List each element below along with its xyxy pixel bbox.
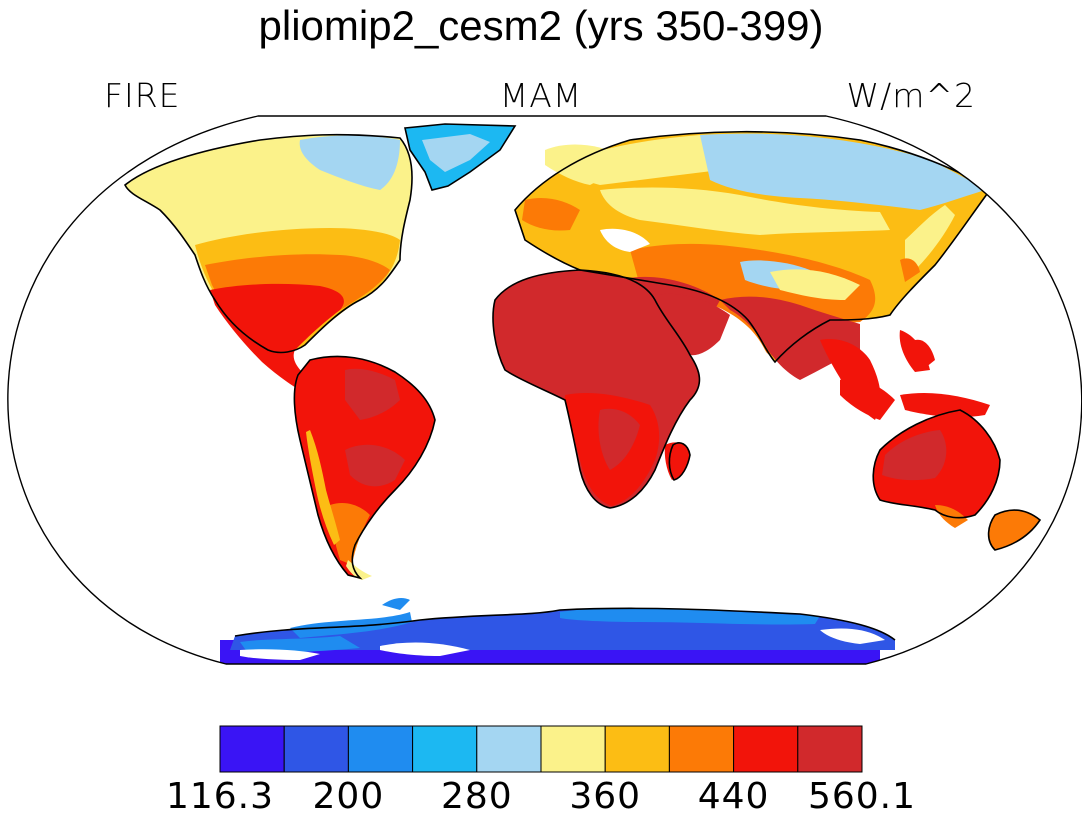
season-label: MAM (499, 76, 583, 115)
north-america (125, 134, 412, 402)
coastlines (123, 123, 1042, 641)
colorbar (219, 725, 863, 773)
colorbar-swatch (219, 725, 285, 773)
colorbar-tick-label: 440 (697, 776, 770, 817)
colorbar-swatch (476, 725, 542, 773)
map-border (7, 115, 1082, 665)
africa (493, 270, 730, 508)
colorbar-tick-label: 360 (569, 776, 642, 817)
variable-label: FIRE (104, 76, 181, 115)
colorbar-swatch (668, 725, 735, 773)
units-label: W/m^2 (846, 76, 976, 115)
antarctica (220, 597, 895, 664)
colorbar-swatch (797, 725, 863, 773)
eurasia (515, 131, 990, 420)
colorbar-swatch (604, 725, 670, 773)
madagascar (669, 442, 690, 480)
colorbar-swatch (283, 725, 349, 773)
colorbar-tick-label: 200 (312, 776, 385, 817)
plot-title: pliomip2_cesm2 (yrs 350-399) (258, 2, 824, 49)
colorbar-swatch (412, 725, 478, 773)
australia (873, 410, 1040, 550)
colorbar-tick-label: 560.1 (807, 776, 917, 817)
colorbar-swatch (733, 725, 799, 773)
colorbar-tick-label: 116.3 (165, 776, 275, 817)
south-america (294, 356, 435, 580)
colorbar-tick-label: 280 (440, 776, 513, 817)
colorbar-swatch (347, 725, 414, 773)
maritime-asia (840, 339, 990, 420)
colorbar-swatch (540, 725, 606, 773)
